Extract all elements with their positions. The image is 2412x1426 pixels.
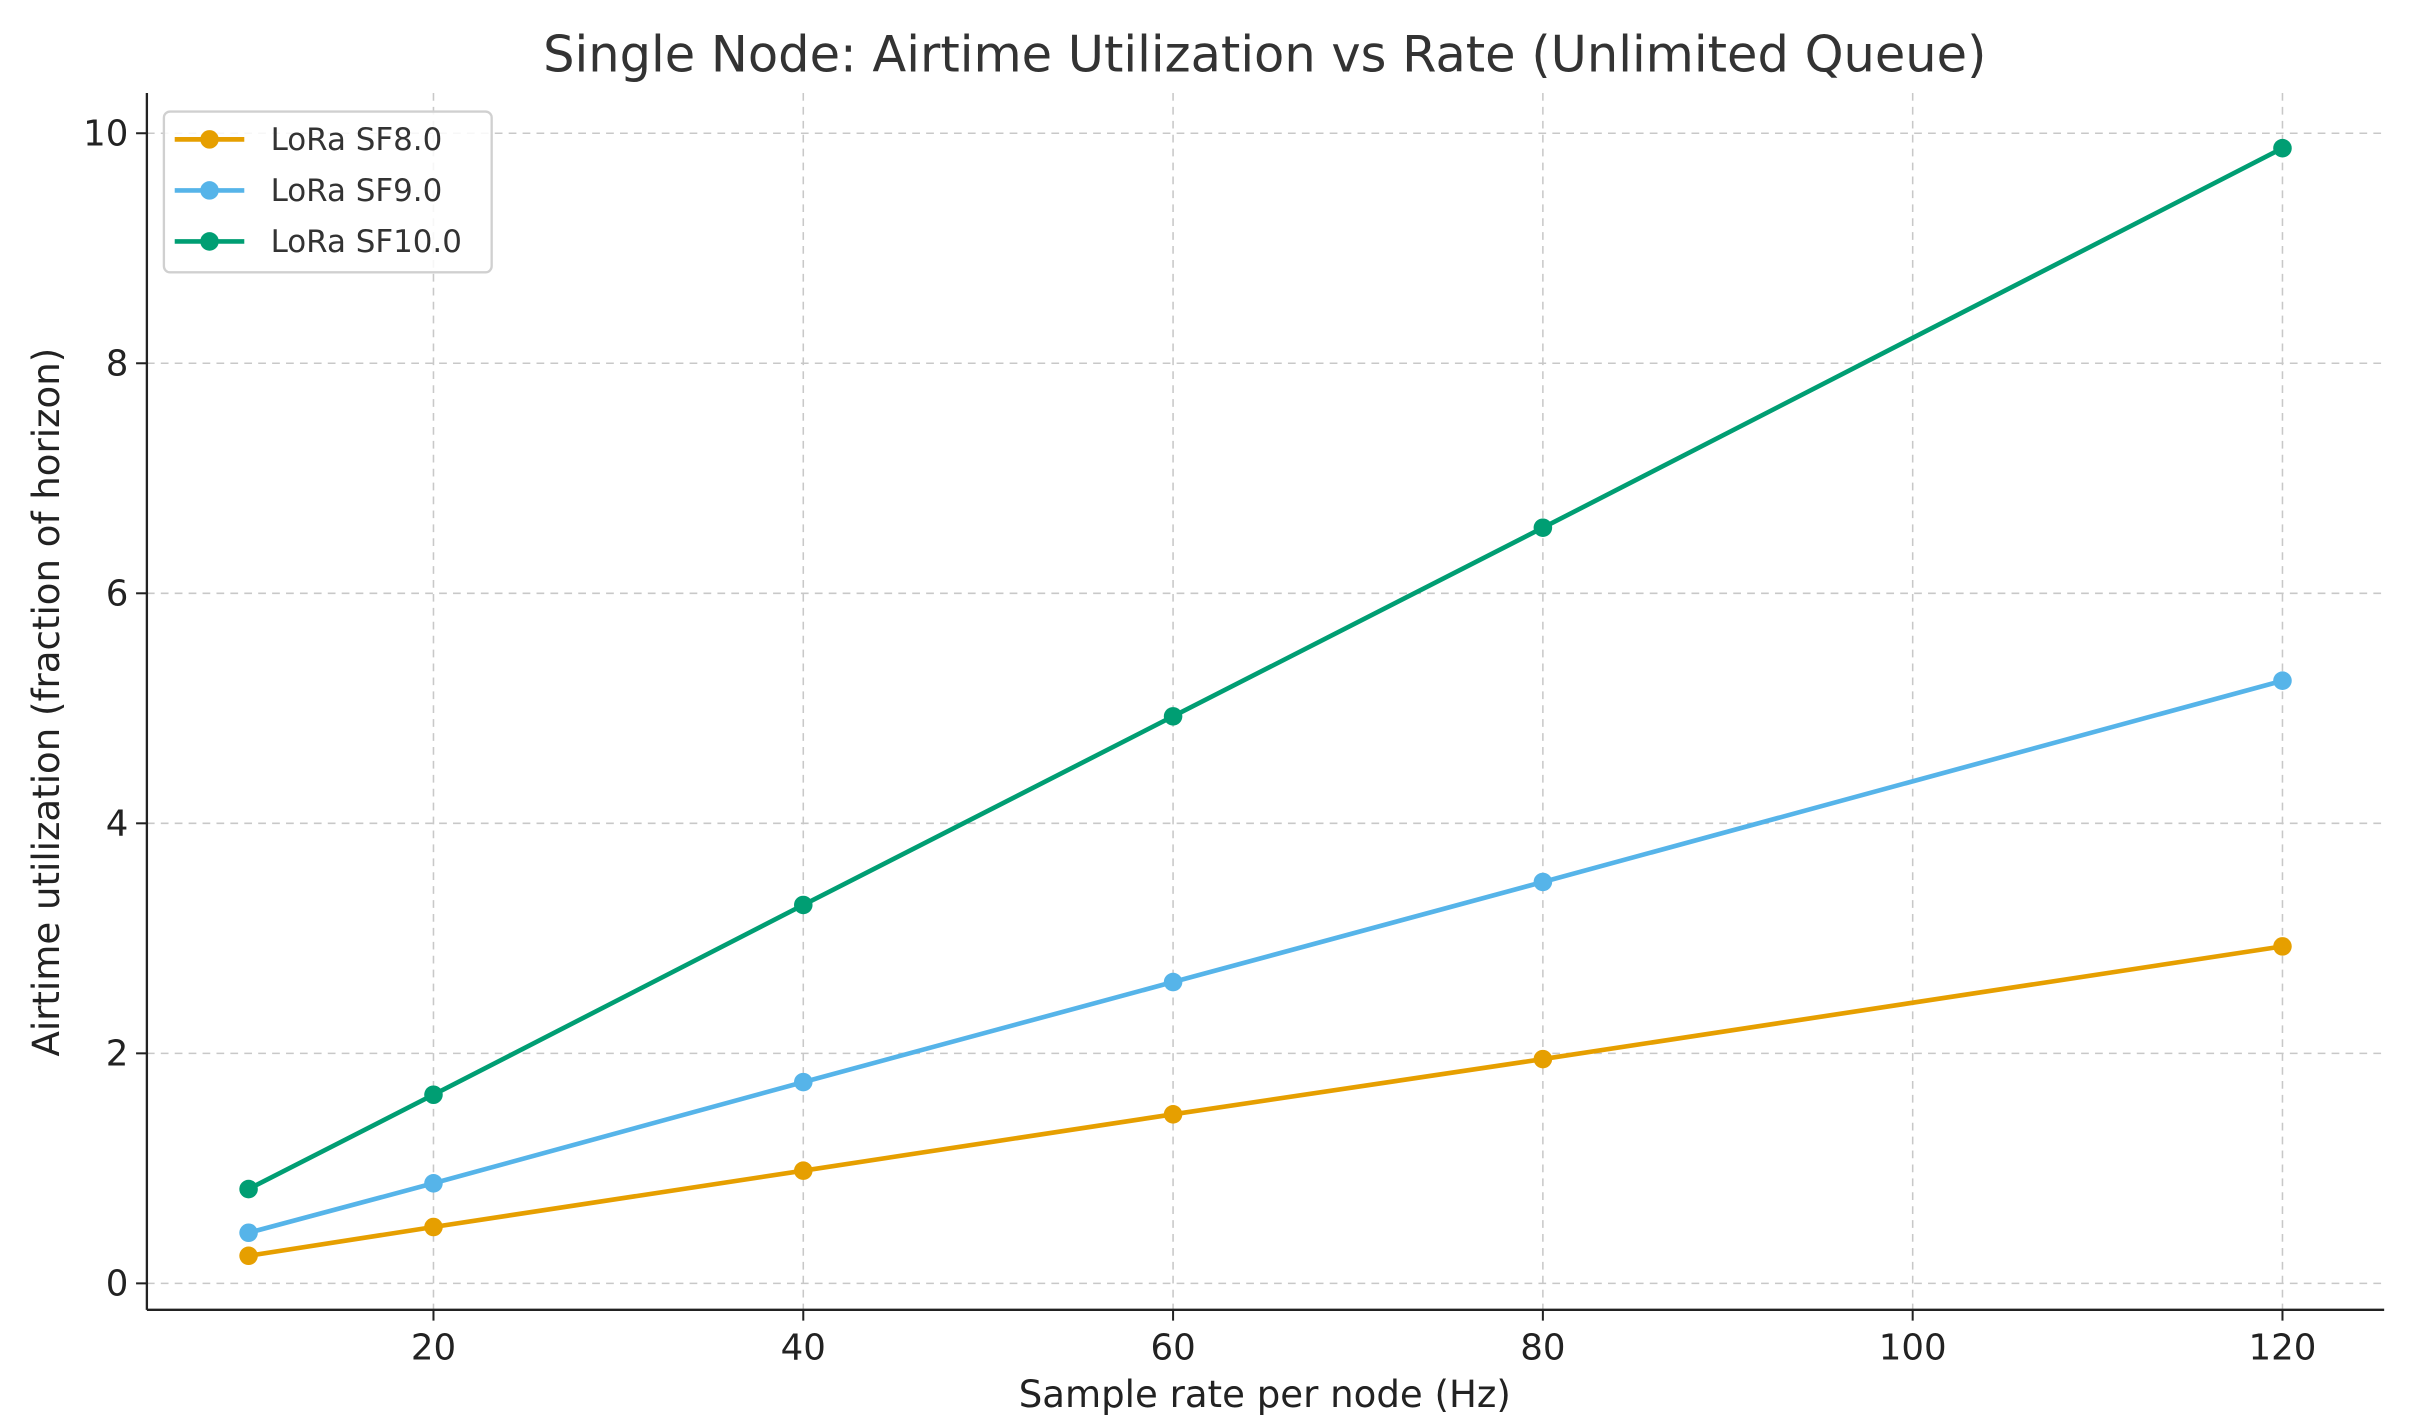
x-tick-label: 40	[781, 1327, 826, 1368]
x-tick-label: 100	[1879, 1327, 1947, 1368]
y-tick-label: 10	[83, 114, 128, 155]
data-point	[794, 1161, 813, 1180]
data-point	[2273, 138, 2292, 158]
axes: 20 40 60 80 100 120 0 2 4 6 8 10	[83, 92, 2385, 1368]
series-line	[247, 146, 2284, 1192]
chart-title: Single Node: Airtime Utilization vs Rate…	[543, 25, 1986, 83]
data-point	[1533, 872, 1553, 892]
data-point	[1163, 707, 1183, 726]
data-point	[794, 895, 813, 915]
y-tick-label: 4	[106, 804, 129, 845]
series-group	[239, 138, 2292, 1266]
data-point	[794, 1072, 813, 1092]
data-point	[239, 1179, 258, 1199]
x-tick-label: 20	[411, 1327, 456, 1368]
y-tick-label: 0	[106, 1264, 129, 1305]
legend-label: LoRa SF9.0	[271, 173, 443, 209]
x-tick-label: 120	[2249, 1327, 2317, 1368]
legend-frame	[162, 110, 493, 274]
data-point	[239, 1246, 258, 1266]
legend-label: LoRa SF10.0	[271, 224, 462, 260]
data-point	[2273, 671, 2292, 690]
legend: LoRa SF8.0 LoRa SF9.0 LoRa SF10.0	[162, 110, 493, 274]
data-point	[239, 1223, 258, 1243]
x-tick-label: 80	[1520, 1327, 1565, 1368]
data-point	[424, 1217, 443, 1237]
series-lora-sf8-0	[239, 937, 2292, 1266]
grid	[146, 92, 2385, 1310]
x-axis-label: Sample rate per node (Hz)	[1019, 1373, 1511, 1416]
series-lora-sf9-0	[239, 671, 2292, 1243]
legend-marker	[200, 130, 219, 149]
series-line	[248, 944, 2283, 1259]
y-tick-label: 8	[106, 344, 129, 385]
data-point	[1163, 1105, 1183, 1124]
data-point	[1533, 1049, 1553, 1069]
legend-label: LoRa SF8.0	[271, 122, 443, 158]
y-tick-label: 6	[106, 574, 129, 615]
legend-marker	[200, 181, 219, 200]
data-point	[424, 1174, 443, 1193]
data-point	[424, 1085, 443, 1105]
data-point	[2273, 937, 2292, 956]
y-axis-label: Airtime utilization (fraction of horizon…	[25, 348, 68, 1057]
series-lora-sf10-0	[239, 138, 2292, 1199]
x-tick-label: 60	[1150, 1327, 1195, 1368]
y-tick-label: 2	[106, 1034, 129, 1075]
legend-marker	[200, 232, 219, 251]
data-point	[1533, 518, 1553, 538]
data-point	[1163, 972, 1183, 992]
series-line	[247, 678, 2284, 1235]
